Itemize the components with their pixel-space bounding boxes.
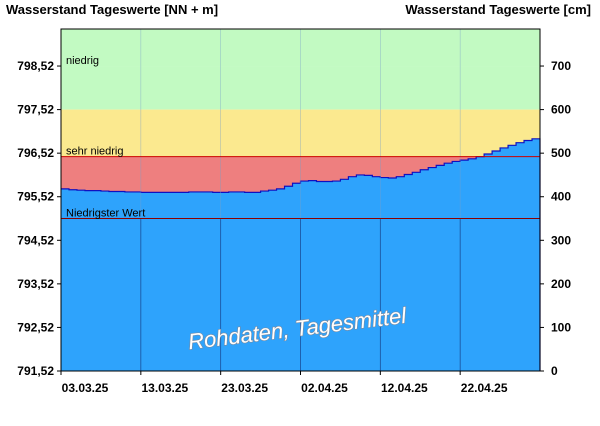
left-tick-label-3: 794,52 [17,233,54,247]
left-tick-label-6: 797,52 [17,103,54,117]
left-tick-label-1: 792,52 [17,320,54,334]
plot-frame [60,28,541,372]
right-tick-label-3: 300 [551,233,571,247]
left-tick-label-0: 791,52 [17,364,54,378]
right-tick-label-7: 700 [551,59,571,73]
vertical-grid [140,29,461,371]
right-axis-title: Wasserstand Tageswerte [cm] [405,2,591,17]
right-tick-label-1: 100 [551,320,571,334]
left-tick-label-7: 798,52 [17,59,54,73]
left-axis: 791,52 792,52 793,52 794,52 795,52 796,52 797,… [17,59,61,378]
line-label-1: Niedrigster Wert [66,208,145,220]
left-tick-label-4: 795,52 [17,190,54,204]
threshold-lines [61,156,540,220]
band-labels: niedrig sehr niedrig Niedrigster Wert [66,55,145,219]
x-tick-label-5: 22.04.25 [461,381,508,395]
right-axis: 0 100 200 300 400 500 600 700 [540,59,571,378]
left-tick-label-2: 793,52 [17,277,54,291]
band-label-1: niedrig [66,55,99,67]
x-tick-label-1: 13.03.25 [141,381,188,395]
left-axis-title: Wasserstand Tageswerte [NN + m] [6,2,218,17]
x-tick-label-0: 03.03.25 [62,381,109,395]
right-tick-label-0: 0 [551,364,558,378]
left-tick-label-5: 796,52 [17,146,54,160]
series-line-0 [61,138,541,371]
x-tick-label-4: 12.04.25 [381,381,428,395]
right-tick-label-2: 200 [551,277,571,291]
right-tick-label-6: 600 [551,103,571,117]
x-tick-label-2: 23.03.25 [221,381,268,395]
x-axis: 03.03.25 13.03.25 23.03.25 02.04.25 12.04.25… [60,371,508,395]
right-tick-label-4: 400 [551,190,571,204]
right-tick-label-5: 500 [551,146,571,160]
x-tick-label-3: 02.04.25 [301,381,348,395]
band-label-3: sehr niedrig [66,146,123,158]
